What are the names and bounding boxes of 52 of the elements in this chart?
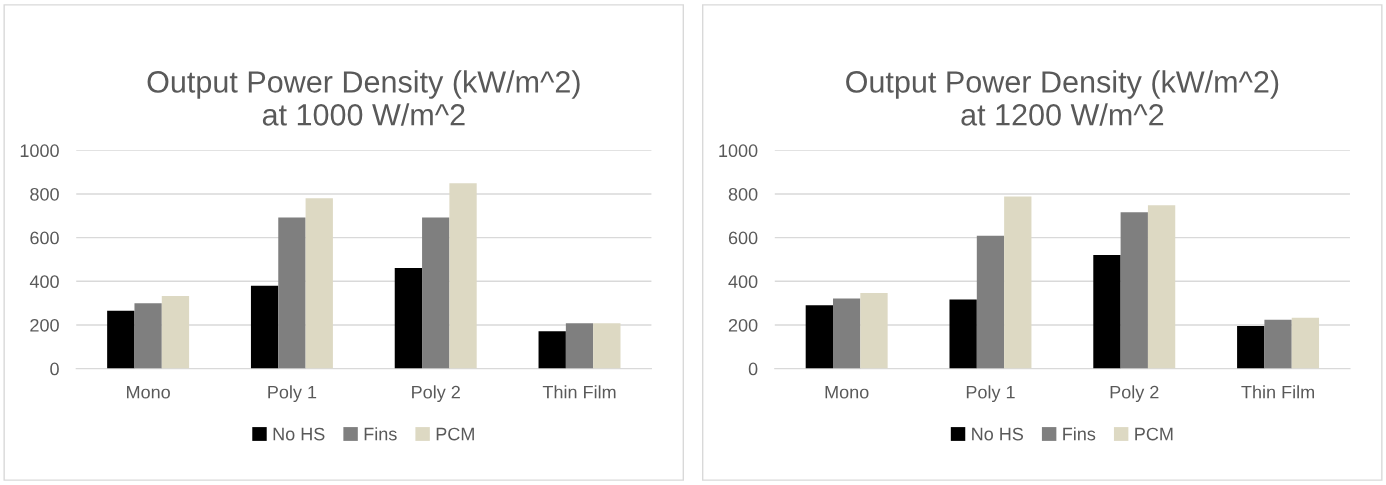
- x-tick-label: Thin Film: [542, 385, 616, 399]
- y-tick-label: 200: [728, 318, 758, 332]
- bar: [422, 217, 450, 369]
- chart-title: Output Power Density (kW/m^2) at 1000 W/m^2: [147, 70, 580, 126]
- bar: [107, 310, 135, 369]
- x-tick-label: Mono: [127, 385, 170, 399]
- bar: [976, 235, 1005, 369]
- y-tick-label: 600: [728, 231, 758, 245]
- y-tick-label: 1000: [20, 144, 59, 158]
- bar: [805, 305, 834, 369]
- bar: [1264, 319, 1292, 369]
- x-tick-label: Poly 1: [268, 385, 317, 403]
- y-tick-label: 0: [50, 362, 59, 376]
- bar: [1120, 212, 1148, 369]
- bar: [394, 267, 423, 369]
- bar: [949, 299, 977, 369]
- bar: [250, 285, 279, 369]
- x-tick-label: Poly 1: [966, 385, 1015, 403]
- y-tick-label: 1000: [719, 144, 758, 158]
- legend-label: Fins: [1063, 427, 1096, 441]
- y-tick-label: 200: [30, 318, 59, 332]
- bar: [833, 298, 861, 369]
- y-tick-label: 800: [30, 187, 59, 201]
- bar: [1093, 254, 1121, 369]
- legend-label: PCM: [1135, 427, 1173, 441]
- legend-label: No HS: [273, 427, 325, 441]
- x-tick-label: Mono: [825, 385, 869, 399]
- y-tick-label: 0: [748, 362, 758, 376]
- x-tick-label: Poly 2: [412, 385, 460, 403]
- chart-title: Output Power Density (kW/m^2) at 1200 W/m^2: [846, 70, 1279, 126]
- legend-label: PCM: [436, 427, 474, 441]
- bar: [1237, 326, 1265, 369]
- y-tick-label: 400: [29, 275, 59, 289]
- bar: [449, 183, 477, 369]
- y-tick-label: 800: [728, 187, 758, 201]
- bar: [1004, 196, 1032, 369]
- bar: [134, 303, 162, 369]
- bar: [1147, 205, 1176, 369]
- legend-label: No HS: [972, 427, 1024, 441]
- x-tick-label: Thin Film: [1241, 385, 1314, 399]
- bar: [305, 198, 333, 369]
- bar: [161, 295, 190, 369]
- y-tick-label: 400: [728, 275, 758, 289]
- bar: [565, 323, 594, 369]
- bar: [278, 217, 306, 369]
- bar: [538, 331, 566, 369]
- bar: [860, 293, 888, 369]
- x-tick-label: Poly 2: [1110, 385, 1159, 403]
- y-tick-label: 600: [30, 231, 59, 245]
- bar: [593, 323, 621, 369]
- legend-label: Fins: [364, 427, 397, 441]
- bar: [1291, 317, 1320, 369]
